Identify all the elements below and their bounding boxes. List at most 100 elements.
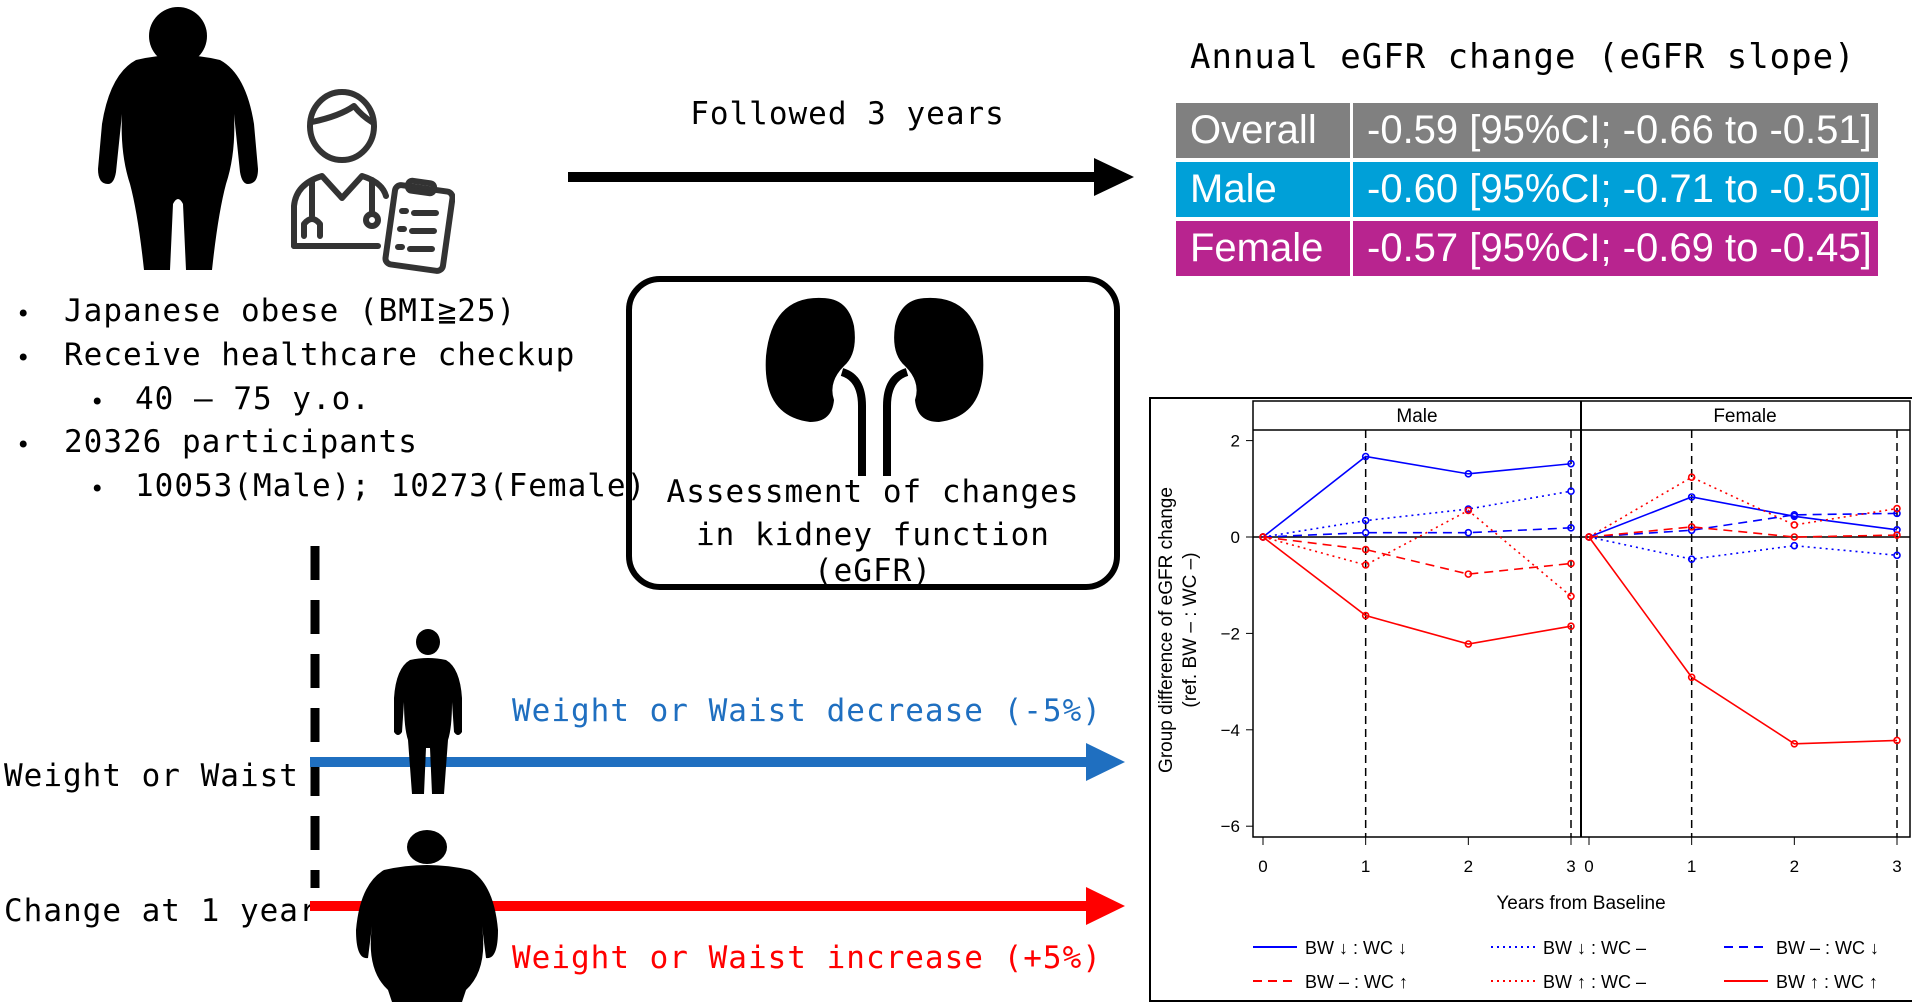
data-point [1567, 622, 1575, 630]
assessment-box: Assessment of changes in kidney function… [626, 276, 1120, 590]
series-line [1588, 496, 1898, 538]
y-axis-label-line2: (ref. BW – : WC –) [1180, 552, 1201, 707]
followup-label: Followed 3 years [690, 96, 1005, 132]
data-point [1790, 511, 1799, 519]
series-line [1262, 536, 1572, 575]
assessment-line2: in kidney function (eGFR) [696, 517, 1050, 589]
data-point [1687, 493, 1696, 501]
y-axis-label-line1: Group difference of eGFR change [1156, 487, 1177, 773]
slope-row-female: Female -0.57 [95%CI; -0.69 to -0.45] [1176, 221, 1878, 276]
criteria-sex-split: 10053(Male); 10273(Female) [135, 468, 647, 504]
x-tick-label: 1 [1687, 857, 1696, 876]
criteria-checkup: Receive healthcare checkup [64, 337, 576, 373]
data-point [1687, 673, 1696, 682]
data-point [1361, 516, 1370, 525]
data-point [1567, 592, 1575, 601]
y-tick-label: −2 [1221, 624, 1240, 643]
data-point [1464, 506, 1473, 515]
data-point [1893, 509, 1901, 518]
data-point [1893, 736, 1901, 745]
series-line [1262, 536, 1572, 645]
data-point [1790, 521, 1799, 529]
y-tick-label: −4 [1221, 721, 1240, 740]
row-value: -0.60 [95%CI; -0.71 to -0.50] [1367, 167, 1872, 211]
criteria-obese: Japanese obese (BMI≧25) [64, 293, 517, 329]
row-label: Overall [1176, 103, 1353, 158]
change-label-line2: Change at 1 year [4, 893, 319, 929]
data-point [1464, 470, 1473, 478]
panel-title-male: Male [1396, 406, 1437, 427]
data-point [1790, 533, 1799, 541]
y-tick-label: −6 [1221, 817, 1240, 836]
data-point [1464, 570, 1473, 578]
data-point [1361, 611, 1370, 620]
decrease-label: Weight or Waist decrease (-5%) [512, 693, 1102, 729]
legend-label: BW ↑ : WC – [1543, 972, 1646, 992]
decrease-arrow [310, 743, 1125, 781]
data-point [1687, 526, 1696, 535]
obese-person-icon [98, 7, 258, 270]
series-line [1588, 526, 1898, 538]
legend-label: BW – : WC ↓ [1776, 938, 1879, 958]
change-label: Weight or Waist Change at 1 year [4, 664, 319, 1002]
legend-label: BW ↓ : WC ↓ [1305, 938, 1407, 958]
panel-title-female: Female [1713, 406, 1776, 427]
slim-person-icon [394, 629, 462, 794]
x-tick-label: 2 [1790, 857, 1799, 876]
data-point [1361, 545, 1370, 554]
row-value: -0.57 [95%CI; -0.69 to -0.45] [1367, 226, 1872, 270]
one-year-dashed-line [310, 546, 320, 888]
data-point [1567, 459, 1575, 468]
data-point [1687, 473, 1696, 482]
y-tick-label: 0 [1231, 528, 1240, 547]
slope-table: Overall -0.59 [95%CI; -0.66 to -0.51] Ma… [1176, 103, 1878, 280]
increase-arrow [310, 887, 1125, 925]
legend-label: BW ↑ : WC ↑ [1776, 972, 1878, 992]
data-point [1687, 523, 1696, 531]
bullet: • [16, 300, 31, 328]
x-tick-label: 0 [1584, 857, 1593, 876]
data-point [1361, 561, 1370, 569]
row-label: Male [1176, 162, 1353, 217]
series-line [1588, 536, 1898, 560]
criteria-age: 40 – 75 y.o. [135, 381, 371, 417]
row-value: -0.59 [95%CI; -0.66 to -0.51] [1367, 108, 1872, 152]
followup-arrow [568, 158, 1134, 196]
bullet: • [90, 475, 105, 503]
series-line [1262, 455, 1572, 538]
legend-label: BW ↓ : WC – [1543, 938, 1646, 958]
data-point [1567, 524, 1575, 532]
row-label: Female [1176, 221, 1353, 276]
data-point [1567, 559, 1575, 568]
slope-row-male: Male -0.60 [95%CI; -0.71 to -0.50] [1176, 162, 1878, 217]
x-tick-label: 1 [1361, 857, 1370, 876]
egfr-chart-frame [1149, 397, 1912, 1002]
data-point [1893, 504, 1901, 513]
series-line [1262, 490, 1572, 538]
slope-row-overall: Overall -0.59 [95%CI; -0.66 to -0.51] [1176, 103, 1878, 158]
data-point [1464, 640, 1473, 648]
x-tick-label: 0 [1258, 857, 1267, 876]
y-tick-label: 2 [1231, 432, 1240, 451]
data-point [1567, 487, 1575, 496]
x-axis-label: Years from Baseline [1496, 893, 1665, 914]
data-point [1790, 541, 1799, 550]
series-line [1262, 527, 1572, 538]
data-point [1361, 452, 1370, 461]
data-point [1893, 531, 1901, 539]
series-line [1588, 512, 1898, 538]
series-line [1588, 536, 1898, 745]
data-point [1585, 533, 1593, 541]
data-point [1361, 528, 1370, 537]
x-tick-label: 3 [1892, 857, 1901, 876]
doctor-icon [291, 89, 455, 274]
assessment-line1: Assessment of changes [666, 474, 1080, 510]
data-point [1893, 551, 1901, 560]
increase-label: Weight or Waist increase (+5%) [512, 940, 1102, 976]
data-point [1687, 555, 1696, 563]
series-line [1588, 476, 1898, 538]
x-tick-label: 2 [1464, 857, 1473, 876]
slope-table-title: Annual eGFR change (eGFR slope) [1190, 37, 1856, 77]
